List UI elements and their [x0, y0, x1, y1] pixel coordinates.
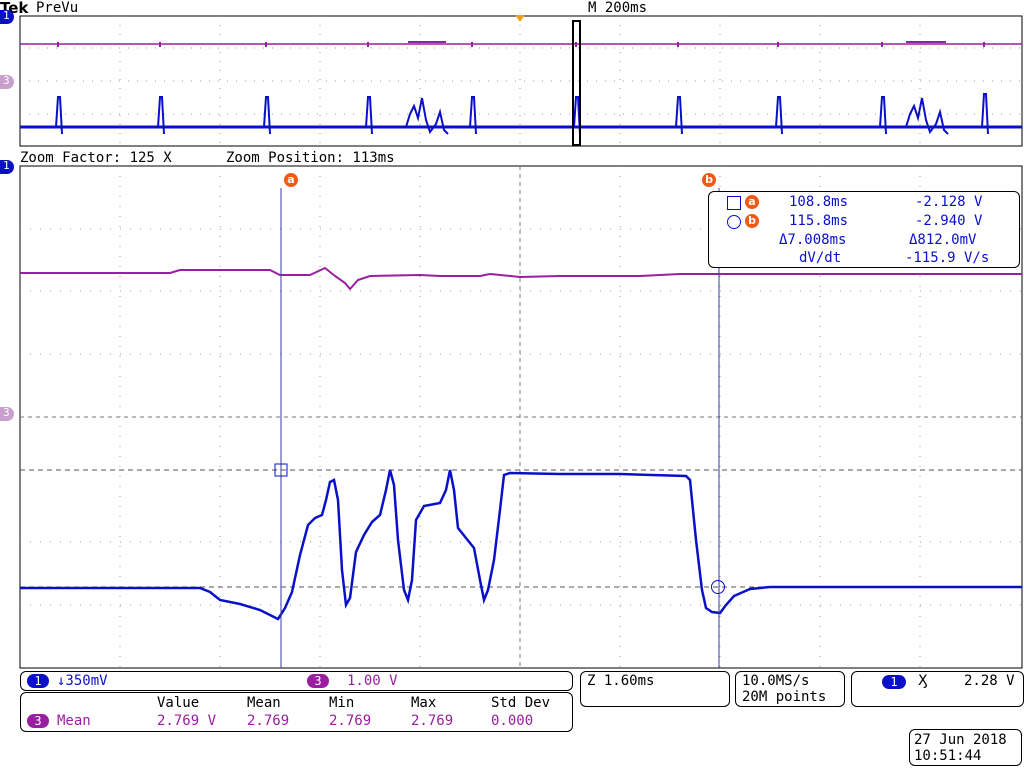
meas-mean: 2.769: [247, 713, 290, 729]
acquisition-panel[interactable]: 10.0MS/s 20M points: [735, 671, 845, 707]
overview-ch3-trace: [20, 41, 1022, 47]
cursor-b-circle-icon: [727, 215, 741, 229]
ch3-overview-marker: 3: [0, 74, 14, 89]
cursor-dvdt-value: -115.9 V/s: [905, 250, 990, 266]
ch1-scale-badge: 1: [27, 674, 49, 688]
meas-type-label: Mean: [57, 713, 91, 729]
trigger-level: 2.28 V: [964, 673, 1015, 689]
ch3-zoom-marker: 3: [0, 406, 14, 421]
trigger-edge-icon: Ӽ: [918, 673, 928, 689]
overview-grid: [20, 16, 1022, 146]
zoom-time-panel[interactable]: Z 1.60ms: [580, 671, 730, 707]
ch1-zoom-marker: 1: [0, 159, 14, 174]
zoom-ch3-trace: [20, 266, 1022, 291]
zoom-factor-label: Zoom Factor: 125 X: [20, 150, 172, 166]
trigger-panel[interactable]: 1 Ӽ 2.28 V: [851, 671, 1024, 707]
cursor-readout-panel: a 108.8ms -2.128 V b 115.8ms -2.940 V Δ7…: [708, 191, 1020, 268]
meas-min: 2.769: [329, 713, 372, 729]
overview-graticule: [19, 15, 1023, 147]
cursor-b-voltage: -2.940 V: [915, 213, 983, 229]
trigger-source-badge: 1: [882, 675, 906, 689]
record-length: 20M points: [742, 689, 827, 705]
cursor-b-badge[interactable]: b: [702, 173, 716, 187]
meas-header-max: Max: [411, 695, 437, 711]
meas-max: 2.769: [411, 713, 454, 729]
acquisition-mode: PreVu: [36, 0, 79, 16]
cursor-a-time: 108.8ms: [789, 194, 849, 210]
sample-rate: 10.0MS/s: [742, 673, 810, 689]
ch3-scale-value[interactable]: 1.00 V: [347, 673, 398, 689]
cursor-b-readout-badge: b: [745, 214, 759, 228]
cursor-a-voltage: -2.128 V: [915, 194, 983, 210]
time-label: 10:51:44: [914, 748, 982, 764]
cursor-b-circle-marker: [711, 580, 725, 594]
meas-header-stddev: Std Dev: [491, 695, 551, 711]
zoom-window-box[interactable]: [572, 20, 581, 146]
ch1-scale-value[interactable]: ↓350mV: [57, 673, 108, 689]
meas-channel-badge: 3: [27, 714, 49, 728]
zoom-position-label: Zoom Position: 113ms: [226, 150, 395, 166]
measurement-panel: Value Mean Min Max Std Dev 3 Mean 2.769 …: [20, 692, 573, 732]
meas-header-value: Value: [157, 695, 200, 711]
cursor-delta-voltage: Δ812.0mV: [909, 232, 977, 248]
cursor-a-readout-badge: a: [745, 195, 759, 209]
meas-value: 2.769 V: [157, 713, 217, 729]
cursor-a-square-icon: [727, 196, 741, 210]
date-label: 27 Jun 2018: [914, 732, 1007, 748]
meas-header-mean: Mean: [247, 695, 281, 711]
zoom-ch1-trace: [20, 469, 1022, 621]
ch3-scale-badge: 3: [307, 674, 329, 688]
channel-scale-panel[interactable]: 1 ↓350mV 3 1.00 V: [20, 671, 573, 691]
ch1-overview-marker: 1: [0, 9, 14, 24]
zoom-time-value: Z 1.60ms: [587, 673, 655, 689]
overview-ch1-trace: [20, 93, 1022, 135]
datetime-panel: 27 Jun 2018 10:51:44: [909, 729, 1022, 766]
timebase-readout: M 200ms: [588, 0, 648, 16]
cursor-a-square-marker: [274, 463, 288, 477]
cursor-b-time: 115.8ms: [789, 213, 849, 229]
cursor-a-badge[interactable]: a: [284, 173, 298, 187]
overview-trigger-marker: [515, 15, 525, 22]
cursor-delta-time: Δ7.008ms: [779, 232, 847, 248]
cursor-dvdt-label: dV/dt: [799, 250, 842, 266]
zoom-center-axes: [20, 166, 1022, 668]
meas-stddev: 0.000: [491, 713, 534, 729]
meas-header-min: Min: [329, 695, 355, 711]
